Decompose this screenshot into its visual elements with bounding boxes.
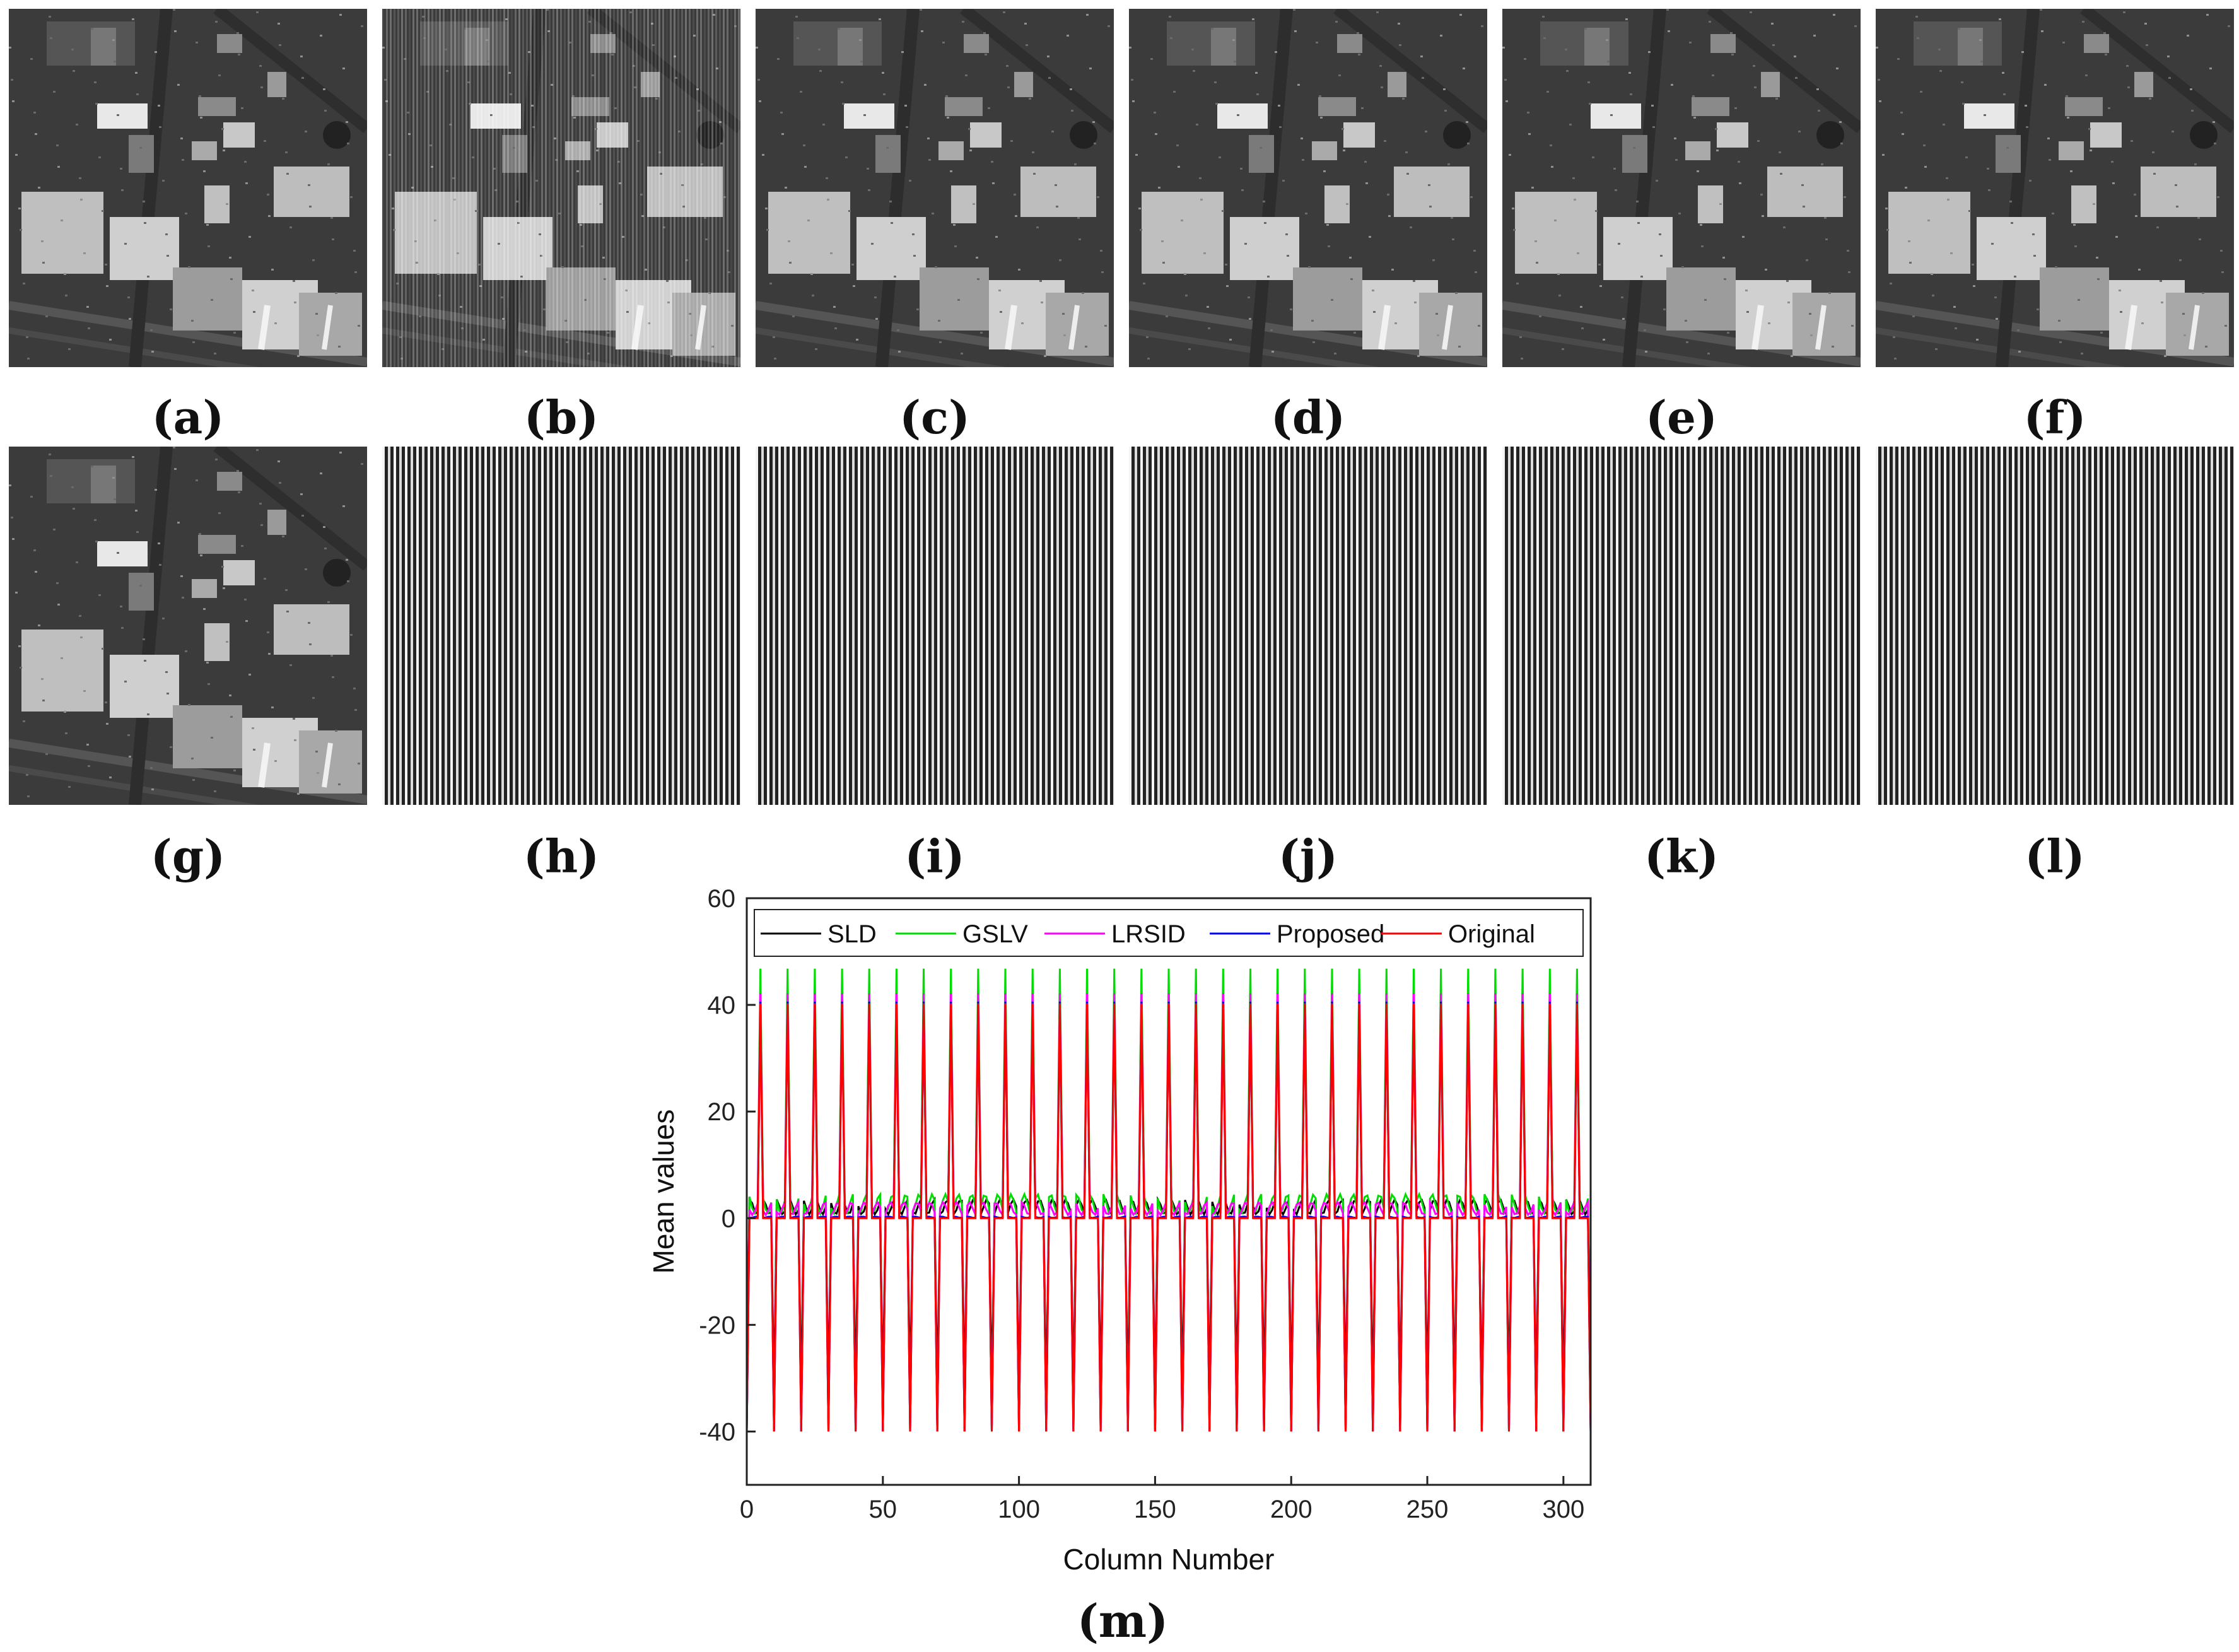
panel-l-label: (l) [2025,829,2085,883]
panel-a-image [9,9,367,367]
panel-k-stripes [1502,447,1861,805]
panel-h-label: (h) [523,829,600,883]
panel-a-label: (a) [151,390,225,444]
stripe-pattern [1876,447,2234,805]
y-tick-label: 20 [708,1098,736,1126]
chart-legend: SLD GSLV LRSID Proposed Original [754,909,1584,957]
aerial-scene [756,9,1114,367]
y-tick-label: 0 [722,1205,735,1233]
panel-g-label: (g) [150,829,226,883]
x-tick-label: 200 [1270,1496,1312,1523]
aerial-scene [1876,9,2234,367]
panel-j-label: (j) [1278,829,1338,883]
stripe-pattern [756,447,1114,805]
x-axis-label: Column Number [1063,1543,1275,1576]
x-tick-label: 250 [1406,1496,1449,1523]
panel-l-stripes [1876,447,2234,805]
x-tick-label: 100 [998,1496,1040,1523]
panel-f-label: (f) [2023,390,2086,444]
panel-c-label: (c) [899,390,970,444]
axis-ticks: 0 50 100 150 200 250 300 -40 -20 0 20 40 60 [699,885,1584,1523]
chart-m-label: (m) [1077,1594,1169,1648]
x-tick-label: 50 [869,1496,897,1523]
x-tick-label: 150 [1134,1496,1176,1523]
legend-label-gslv: GSLV [962,920,1028,948]
stripe-pattern [1502,447,1861,805]
y-axis-label: Mean values [647,1110,680,1274]
panel-b-image [382,9,740,367]
panel-e-image [1502,9,1861,367]
y-tick-label: -40 [699,1418,735,1446]
x-tick-label: 0 [740,1496,754,1523]
plot-frame [745,897,1592,1486]
panel-j-stripes [1129,447,1487,805]
legend-box [754,909,1584,957]
panel-d-label: (d) [1270,390,1346,444]
y-tick-label: 40 [708,992,736,1019]
panel-i-stripes [756,447,1114,805]
panel-i-label: (i) [904,829,965,883]
legend-label-proposed: Proposed [1277,920,1384,948]
aerial-scene [9,9,367,367]
legend-label-sld: SLD [827,920,877,948]
panel-b-label: (b) [523,390,599,444]
panel-k-label: (k) [1644,829,1719,883]
panel-g-image [9,447,367,805]
aerial-scene [382,9,740,367]
stripe-pattern [382,447,740,805]
y-tick-label: 60 [708,885,736,913]
legend-label-original: Original [1448,920,1535,948]
aerial-scene [1502,9,1861,367]
aerial-scene [1129,9,1487,367]
panel-e-label: (e) [1646,390,1717,444]
plot-area [745,968,1592,1432]
y-tick-label: -20 [699,1311,735,1339]
panel-f-image [1876,9,2234,367]
x-tick-label: 300 [1542,1496,1584,1523]
series-line-lrsid [745,993,1592,1432]
aerial-scene [9,447,367,805]
legend-label-lrsid: LRSID [1111,920,1186,948]
stripe-pattern [1129,447,1487,805]
panel-d-image [1129,9,1487,367]
panel-c-image [756,9,1114,367]
panel-h-stripes [382,447,740,805]
series-line-original [745,1003,1592,1432]
